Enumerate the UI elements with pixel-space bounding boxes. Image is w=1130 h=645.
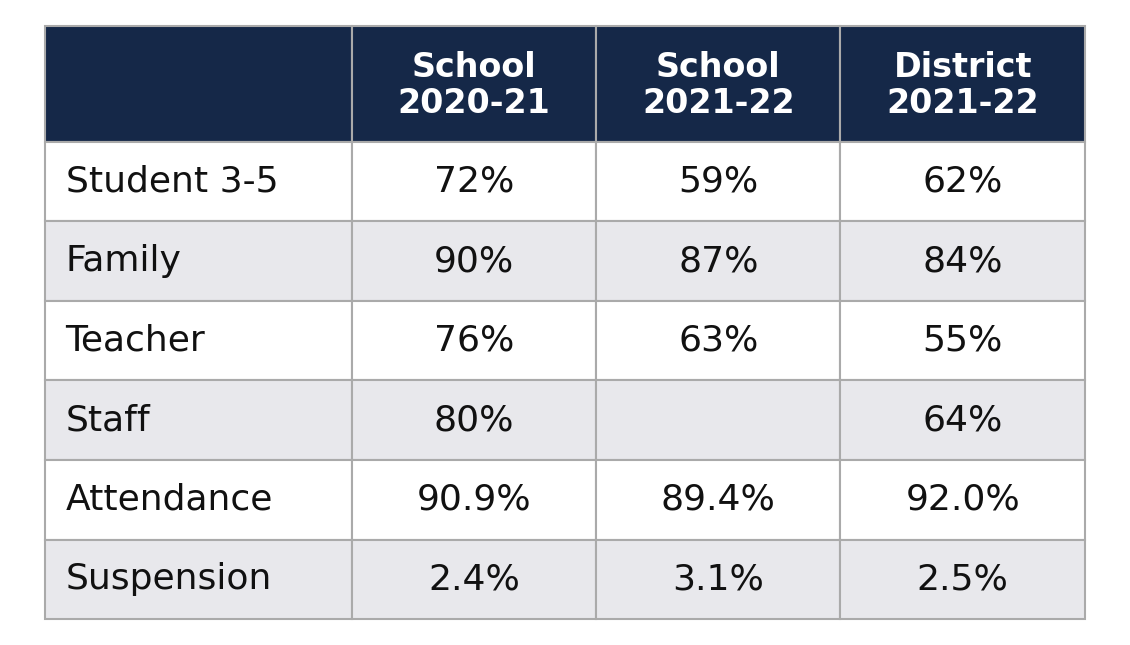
Text: 3.1%: 3.1% xyxy=(672,562,764,597)
Bar xyxy=(351,301,597,381)
Text: School: School xyxy=(657,51,781,84)
Bar xyxy=(45,301,351,381)
Text: 72%: 72% xyxy=(434,164,514,199)
Bar xyxy=(351,460,597,540)
Text: Teacher: Teacher xyxy=(66,324,206,357)
Bar xyxy=(597,381,841,460)
Text: 76%: 76% xyxy=(434,324,514,357)
Text: 63%: 63% xyxy=(678,324,758,357)
Bar xyxy=(45,381,351,460)
Text: District: District xyxy=(894,51,1032,84)
Bar xyxy=(841,381,1085,460)
Bar xyxy=(351,142,597,221)
Text: Staff: Staff xyxy=(66,403,150,437)
Text: Suspension: Suspension xyxy=(66,562,272,597)
Text: 64%: 64% xyxy=(922,403,1002,437)
Bar xyxy=(45,460,351,540)
Text: 55%: 55% xyxy=(922,324,1002,357)
Text: School: School xyxy=(411,51,537,84)
Bar xyxy=(841,142,1085,221)
Text: 2021-22: 2021-22 xyxy=(642,87,794,120)
Bar xyxy=(841,301,1085,381)
Text: 87%: 87% xyxy=(678,244,758,278)
Text: 2020-21: 2020-21 xyxy=(398,87,550,120)
Text: 62%: 62% xyxy=(922,164,1002,199)
Bar xyxy=(597,301,841,381)
Bar xyxy=(841,26,1085,142)
Bar xyxy=(45,221,351,301)
Text: 80%: 80% xyxy=(434,403,514,437)
Bar xyxy=(351,221,597,301)
Text: Family: Family xyxy=(66,244,182,278)
Bar xyxy=(351,381,597,460)
Text: 2.4%: 2.4% xyxy=(428,562,520,597)
Bar xyxy=(841,540,1085,619)
Bar xyxy=(45,26,351,142)
Bar xyxy=(597,26,841,142)
Bar xyxy=(841,221,1085,301)
Text: 2021-22: 2021-22 xyxy=(886,87,1038,120)
Text: 90%: 90% xyxy=(434,244,514,278)
Text: 2.5%: 2.5% xyxy=(916,562,1009,597)
Bar xyxy=(351,540,597,619)
Text: 89.4%: 89.4% xyxy=(661,483,776,517)
Text: 92.0%: 92.0% xyxy=(905,483,1020,517)
Text: 59%: 59% xyxy=(678,164,758,199)
Bar xyxy=(45,142,351,221)
Text: 84%: 84% xyxy=(922,244,1003,278)
Bar xyxy=(597,460,841,540)
Bar xyxy=(597,221,841,301)
Text: Attendance: Attendance xyxy=(66,483,273,517)
Bar xyxy=(597,142,841,221)
Bar xyxy=(351,26,597,142)
Text: 90.9%: 90.9% xyxy=(417,483,531,517)
Bar xyxy=(841,460,1085,540)
Bar xyxy=(45,540,351,619)
Text: Student 3-5: Student 3-5 xyxy=(66,164,278,199)
Bar xyxy=(597,540,841,619)
